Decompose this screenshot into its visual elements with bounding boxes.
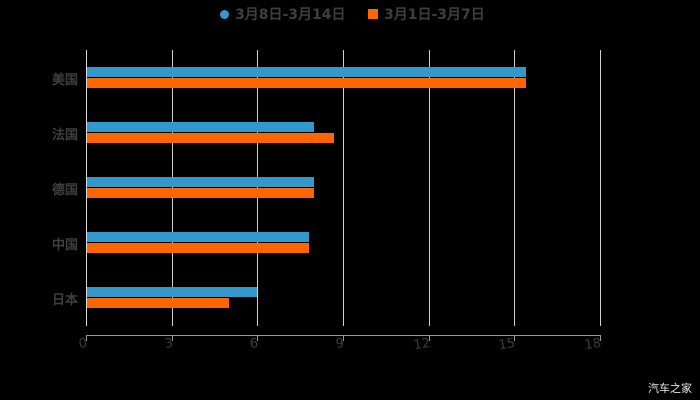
x-tick-label: 3 xyxy=(163,336,175,353)
legend-item-week2[interactable]: 3月8日-3月14日 xyxy=(220,4,346,24)
bar[interactable] xyxy=(87,177,315,187)
bar[interactable] xyxy=(87,298,229,308)
bar[interactable] xyxy=(87,78,526,88)
bar[interactable] xyxy=(87,287,258,297)
x-tick xyxy=(86,335,87,341)
x-tick-label: 15 xyxy=(497,336,517,354)
legend-label: 3月8日-3月14日 xyxy=(235,7,346,23)
category-label: 中国 xyxy=(51,238,78,253)
x-tick xyxy=(600,335,601,341)
x-tick xyxy=(257,335,258,341)
circle-marker-icon xyxy=(220,9,229,19)
category-label: 德国 xyxy=(51,183,78,198)
bar[interactable] xyxy=(87,67,526,77)
category-label: 美国 xyxy=(51,73,78,88)
legend-label: 3月1日-3月7日 xyxy=(384,7,485,23)
bar[interactable] xyxy=(87,243,309,253)
gridline xyxy=(429,50,430,326)
category-label: 日本 xyxy=(51,293,78,308)
gridline xyxy=(514,50,515,326)
x-tick-label: 9 xyxy=(334,336,346,353)
x-tick-label: 6 xyxy=(248,336,260,353)
bar[interactable] xyxy=(87,232,309,242)
bar[interactable] xyxy=(87,122,315,132)
x-axis-line xyxy=(86,335,600,336)
x-tick xyxy=(429,335,430,341)
watermark: 汽车之家 xyxy=(648,382,692,395)
x-tick xyxy=(172,335,173,341)
bar[interactable] xyxy=(87,133,335,143)
square-marker-icon xyxy=(368,9,378,19)
category-label: 法国 xyxy=(51,128,78,143)
y-axis-line xyxy=(86,50,87,326)
legend-item-week1[interactable]: 3月1日-3月7日 xyxy=(368,4,485,24)
x-tick xyxy=(343,335,344,341)
x-tick-label: 0 xyxy=(77,336,89,353)
x-tick-label: 18 xyxy=(583,336,603,354)
legend: 3月8日-3月14日 3月1日-3月7日 xyxy=(0,4,700,24)
x-tick xyxy=(514,335,515,341)
gridline xyxy=(343,50,344,326)
bar[interactable] xyxy=(87,188,315,198)
x-tick-label: 12 xyxy=(412,336,432,354)
gridline xyxy=(600,50,601,326)
